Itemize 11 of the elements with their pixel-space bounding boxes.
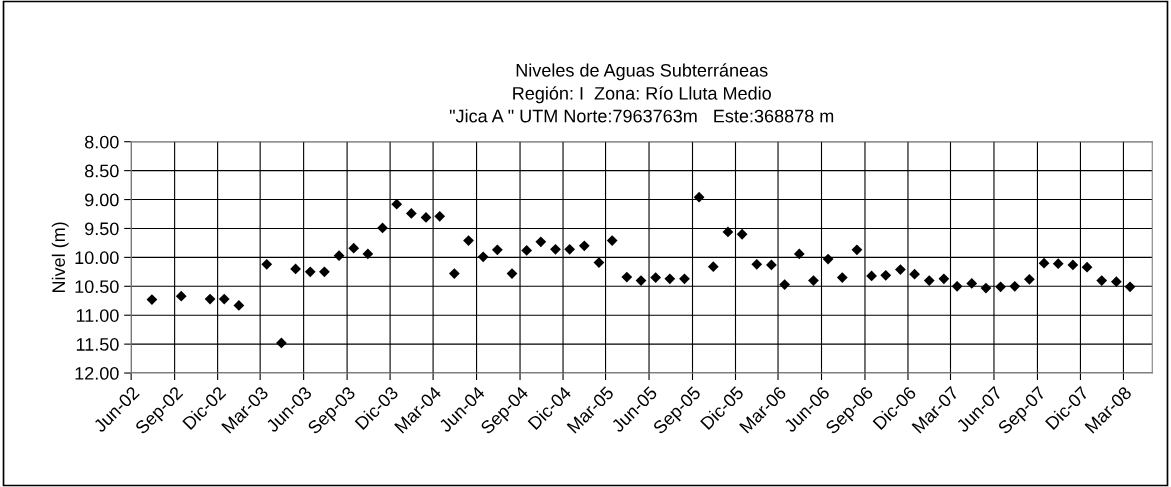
y-tick-label: 8.50 — [84, 164, 119, 178]
y-tick-label: 9.50 — [85, 222, 119, 236]
y-axis-title: Nivel (m) — [51, 222, 69, 292]
y-tick-label: 10.00 — [75, 251, 119, 265]
y-tick-label: 9.00 — [85, 193, 119, 207]
y-tick-label: 12.00 — [75, 366, 119, 380]
chart-title: Niveles de Aguas Subterráneas Región: I Zona: Río Lluta Medio "Jica A " UTM Norte:7963763m Este:368878 m — [449, 63, 834, 123]
y-tick-label: 10.50 — [75, 280, 119, 294]
y-tick-label: 11.50 — [76, 338, 119, 351]
y-tick-label: 8.00 — [84, 135, 119, 149]
y-tick-label: 11.00 — [76, 309, 119, 322]
